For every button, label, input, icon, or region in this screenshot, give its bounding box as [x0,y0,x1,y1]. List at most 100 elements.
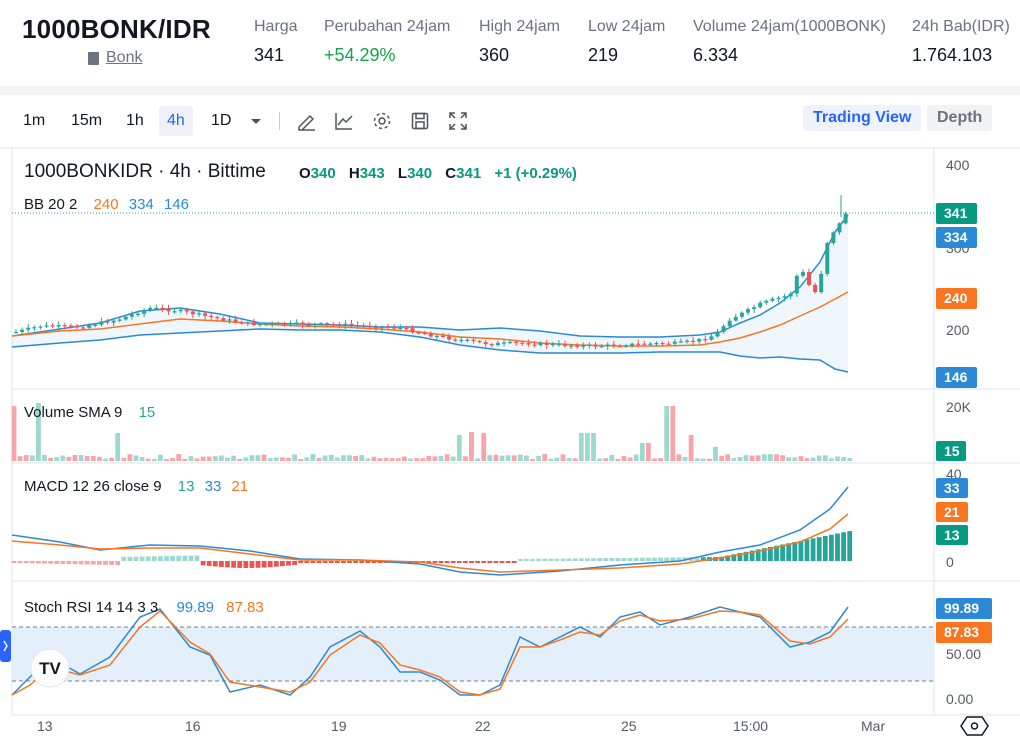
candle-body [727,320,732,327]
macd-histogram-bar [17,561,23,564]
volume-bar [267,458,273,461]
volume-tag: 15 [936,441,966,461]
settings-icon[interactable] [371,110,393,132]
macd-histogram-bar [151,556,157,561]
macd-histogram-bar [841,532,846,561]
tf-1h[interactable]: 1h [126,112,144,129]
candle-body [154,307,159,310]
coin-link-label[interactable]: Bonk [106,49,143,66]
depth-tab[interactable]: Depth [927,105,993,131]
macd-histogram-bar [139,556,145,561]
macd-histogram-bar [536,558,541,561]
macd-histogram-bar [133,556,139,561]
ohlc-legend: O340 H343 L340 C341 +1 (+0.29%) [299,165,577,182]
volume-bar [249,455,255,461]
stoch-k-tag: 99.89 [936,598,992,619]
candle-body [660,343,665,345]
trading-view-tab[interactable]: Trading View [803,105,922,131]
volume-bar [103,458,108,461]
candle-body [636,343,641,345]
dropdown-icon[interactable] [245,110,267,132]
auto-scale-icon[interactable] [960,716,989,736]
volume-bar [243,457,249,461]
macd-histogram-bar [493,561,499,563]
time-axis-label: 19 [331,718,347,734]
candle-body [788,293,793,297]
macd-histogram-bar [761,548,767,561]
candle-body [129,314,134,317]
tf-1m[interactable]: 1m [23,112,46,129]
indicator-icon[interactable] [333,110,355,132]
volume-bar [591,433,596,461]
macd-histogram-bar [487,561,493,563]
coin-link[interactable]: Bonk [88,49,142,67]
candle-body [221,318,226,321]
volume-bar [542,454,548,461]
svg-text:341: 341 [944,205,968,221]
candle-body [312,323,317,326]
candle-body [209,315,214,318]
save-icon[interactable] [409,110,431,132]
macd-histogram-bar [249,561,255,568]
macd-axis-label: 0 [946,554,954,570]
volume-bar [524,455,529,461]
candle-body [337,324,342,327]
candle-body [550,343,555,346]
tf-15m[interactable]: 15m [71,112,103,129]
candle-body [99,321,104,325]
candle-body [276,322,281,325]
macd-histogram-bar [591,558,596,561]
candle-body [26,327,31,330]
volume-bar [841,456,846,461]
macd-histogram-bar [664,557,670,561]
book-icon [88,51,99,65]
tf-4h[interactable]: 4h [159,106,193,136]
histogram-tag: 13 [936,525,968,545]
volume-bar [42,455,47,461]
candle-body [746,309,750,313]
volume-bar [60,455,66,461]
candle-body [331,323,336,326]
volume-bar [676,454,682,461]
macd-histogram-bar [280,561,285,567]
candle-body [117,319,122,321]
candle-body [306,324,311,326]
macd-histogram-bar [78,561,84,565]
volume-bar [200,456,206,461]
price-tag-bb-upper: 334 [936,227,977,248]
candle-body [569,345,574,347]
macd-histogram-bar [700,557,706,561]
stoch-rsi-series [11,606,849,696]
volume-bar [219,455,224,461]
macd-histogram-bar [499,561,505,563]
bb-lower-line [11,328,849,373]
candle-body [258,323,262,326]
sidebar-toggle[interactable] [0,630,11,662]
candle-body [581,345,586,347]
volume-bar [206,456,212,461]
macd-histogram-bar [639,557,645,561]
candle-body [349,323,354,326]
tf-1d[interactable]: 1D [211,112,232,129]
macd-histogram-bar [646,557,651,561]
macd-histogram-bar [768,546,773,561]
price-chart[interactable]: 1000BONKIDR · 4h · Bittime O340 H343 L34… [0,147,1020,744]
candle-body [611,344,616,347]
volume-bar [383,457,389,461]
signal-line [11,513,849,573]
candle-body [721,326,726,332]
stoch-band [12,627,934,681]
macd-histogram-bar [164,556,169,561]
fullscreen-icon[interactable] [447,110,469,132]
volume-bar [158,454,163,461]
macd-histogram-bar [29,561,35,564]
macd-histogram-bar [54,561,60,564]
candle-body [410,328,415,333]
candle-body [544,342,549,346]
volume-bar [11,406,17,461]
draw-icon[interactable] [296,110,318,132]
toolbar-divider [279,112,280,130]
macd-histogram-bar [786,543,792,561]
volume-bar [688,435,694,461]
volume-bar [536,455,541,461]
